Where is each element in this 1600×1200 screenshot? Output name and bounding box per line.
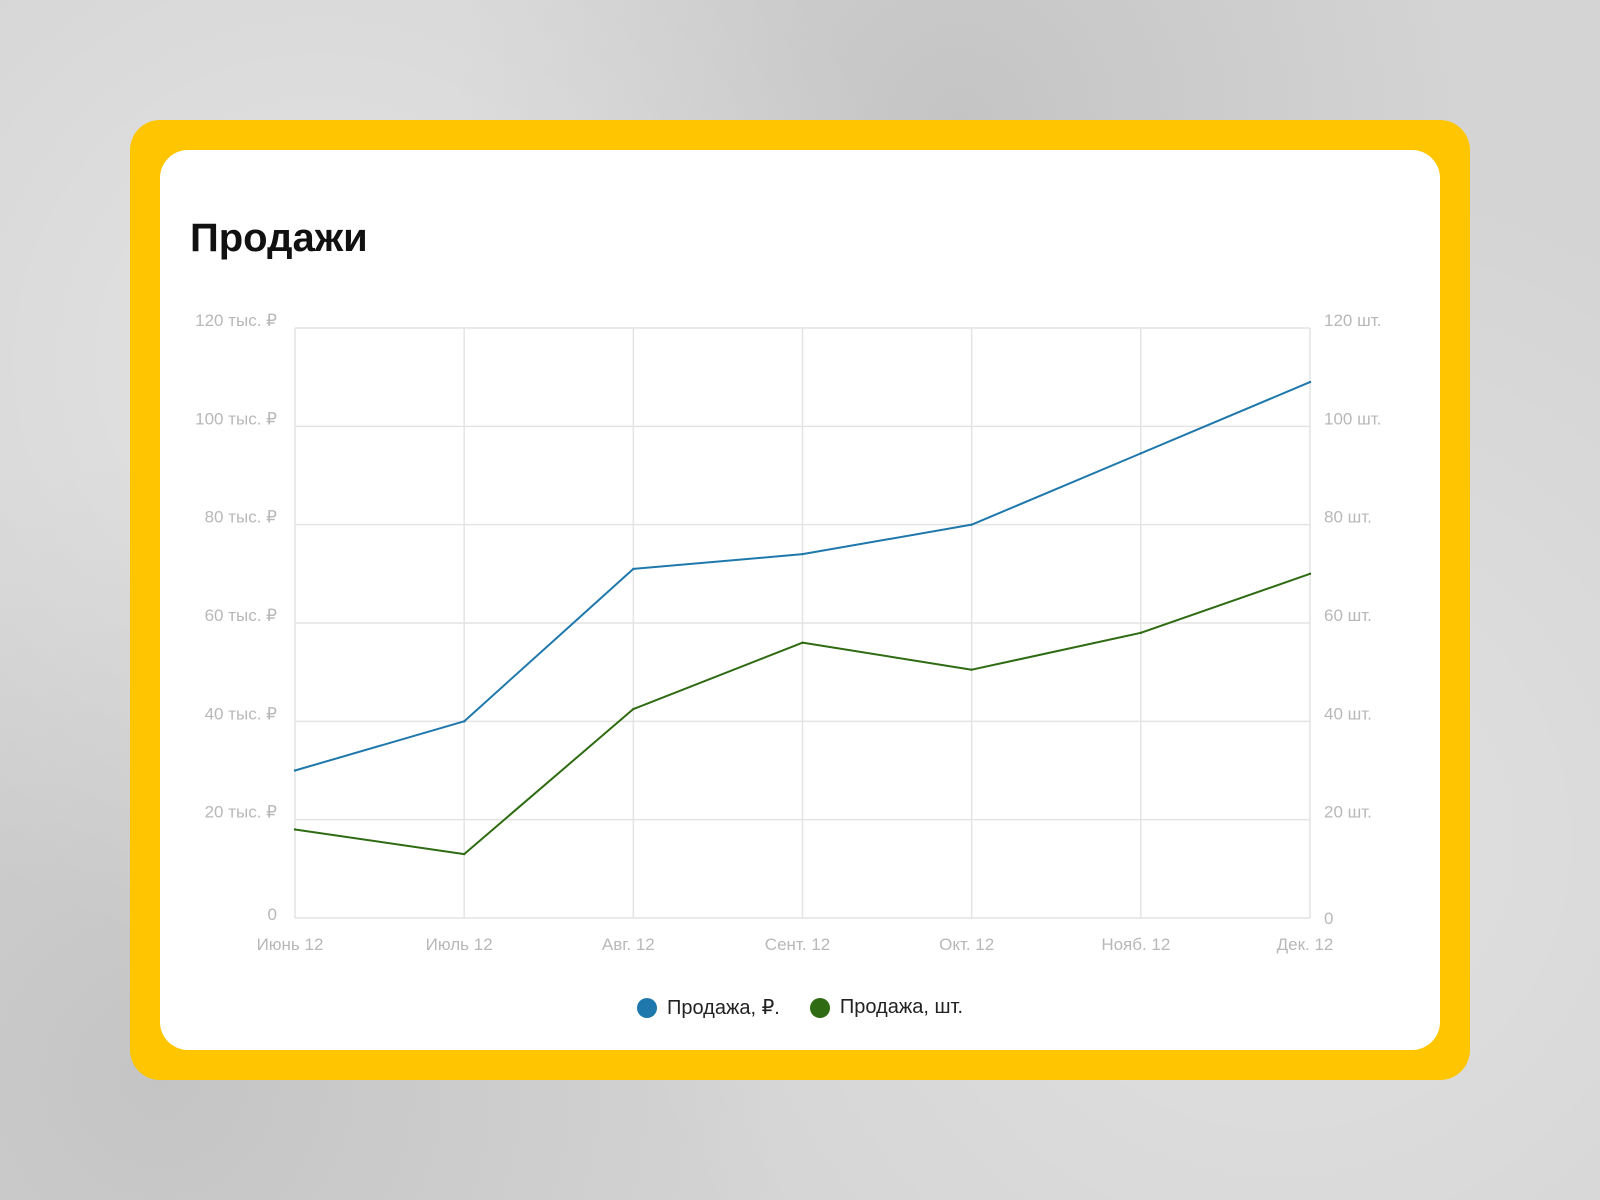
legend-item-rub[interactable]: Продажа, ₽. — [636, 995, 780, 1020]
data-point — [1308, 380, 1312, 384]
legend-dot-icon — [809, 997, 830, 1018]
y-left-tick-label: 120 тыс. ₽ — [195, 311, 277, 330]
chart-title: Продажи — [190, 216, 368, 260]
x-tick-label: Нояб. 12 — [1101, 935, 1170, 954]
data-point — [462, 720, 466, 723]
x-tick-label: Июль 12 — [426, 935, 493, 954]
y-left-tick-label: 0 — [268, 905, 277, 924]
data-point — [1139, 631, 1143, 635]
legend-dot-icon — [636, 997, 657, 1018]
y-left-tick-label: 60 тыс. ₽ — [205, 606, 278, 625]
y-left-tick-label: 40 тыс. ₽ — [205, 704, 278, 723]
data-point — [1308, 572, 1312, 576]
y-right-tick-label: 40 шт. — [1324, 704, 1372, 723]
card-frame: Продажи 0 20 тыс. ₽ 40 тыс. ₽ 60 тыс. ₽ 80 т… — [130, 120, 1470, 1080]
data-point — [293, 828, 297, 831]
chart-card: Продажи 0 20 тыс. ₽ 40 тыс. ₽ 60 тыс. ₽ 80 т… — [160, 150, 1440, 1050]
y-right-tick-label: 80 шт. — [1324, 508, 1372, 527]
data-point — [632, 707, 635, 711]
y-right-tick-label: 100 шт. — [1324, 409, 1381, 428]
y-right-tick-label: 20 шт. — [1324, 803, 1372, 822]
line-chart: 0 20 тыс. ₽ 40 тыс. ₽ 60 тыс. ₽ 80 тыс. ₽ 100… — [195, 311, 1381, 954]
x-tick-label: Окт. 12 — [939, 935, 994, 954]
y-left-tick-label: 100 тыс. ₽ — [195, 409, 277, 428]
y-right-tick-label: 0 — [1324, 909, 1333, 928]
data-point — [970, 668, 973, 671]
x-tick-label: Сент. 12 — [765, 935, 830, 954]
y-right-tick-label: 120 шт. — [1324, 311, 1381, 330]
chart-legend: Продажа, ₽. Продажа, шт. — [160, 995, 1440, 1020]
data-point — [970, 523, 973, 526]
y-right-tick-label: 60 шт. — [1324, 606, 1372, 625]
y-left-tick-label: 80 тыс. ₽ — [205, 508, 278, 527]
data-point — [462, 852, 466, 856]
data-point — [801, 641, 804, 644]
data-point — [801, 552, 804, 556]
data-point — [293, 769, 297, 772]
x-tick-label: Авг. 12 — [602, 935, 655, 954]
legend-label-units: Продажа, шт. — [839, 996, 963, 1018]
data-point — [1139, 452, 1143, 455]
y-left-tick-label: 20 тыс. ₽ — [205, 803, 278, 822]
x-tick-label: Июнь 12 — [257, 935, 324, 954]
data-point — [632, 567, 635, 571]
legend-item-units[interactable]: Продажа, шт. — [809, 995, 963, 1020]
x-tick-label: Дек. 12 — [1277, 935, 1334, 954]
legend-label-rub: Продажа, ₽. — [666, 997, 780, 1019]
